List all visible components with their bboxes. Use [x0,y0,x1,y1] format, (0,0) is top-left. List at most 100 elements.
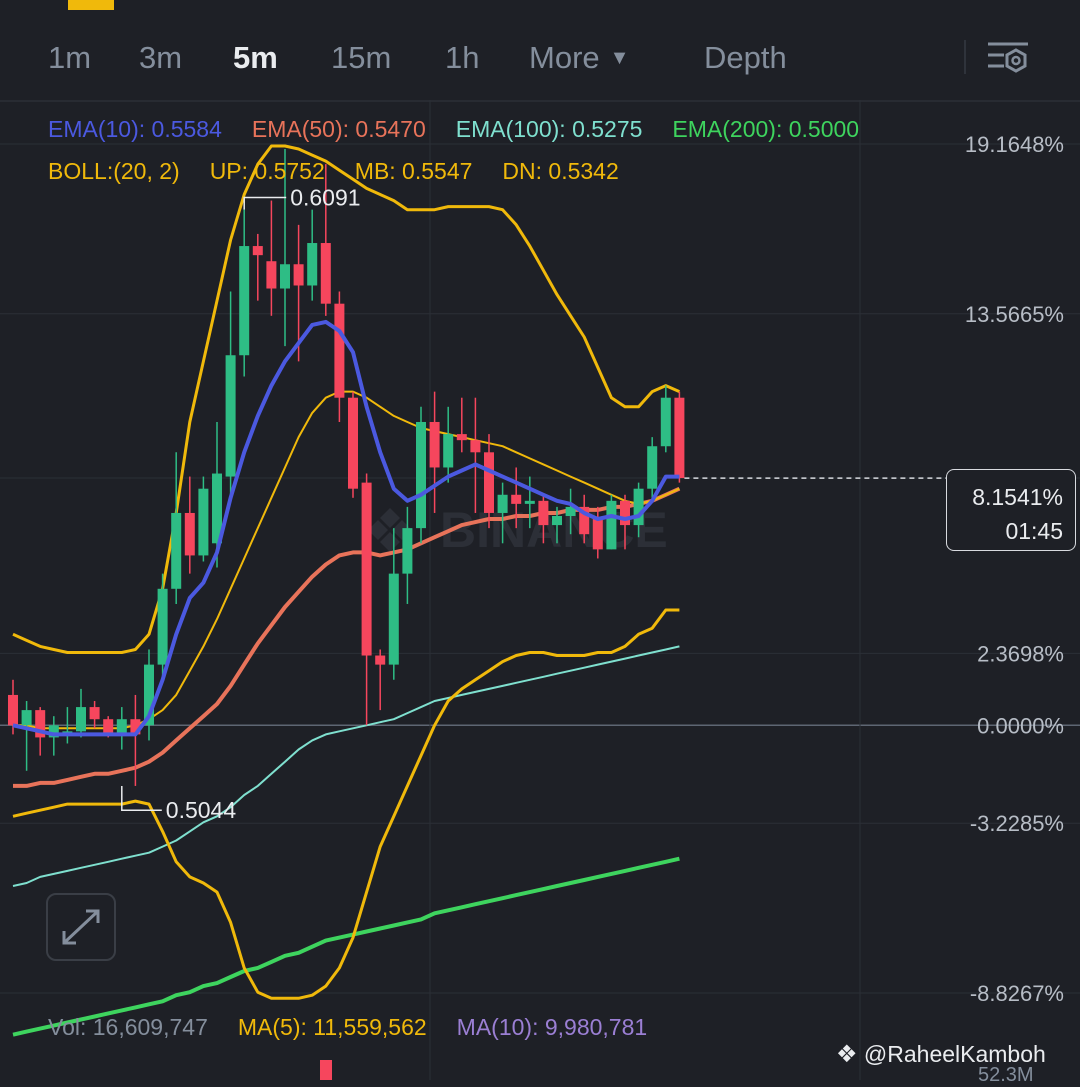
tab-5m[interactable]: 5m [233,40,278,75]
candle [89,701,100,729]
candle [402,506,413,604]
candle-body [266,261,277,289]
fullscreen-button[interactable] [46,893,116,961]
candle-body [21,710,32,726]
candle [198,476,209,562]
candle-body [456,434,467,441]
candle [21,701,32,771]
candle [225,291,236,498]
boll-up: UP: 0.5752 [209,158,325,184]
candle-body [416,421,426,529]
candle [443,406,454,483]
candle-body [8,694,18,726]
boll-upper-line [12,144,681,654]
candle [524,476,535,529]
credit-text: @RaheelKamboh [863,1041,1046,1067]
ema10-legend: EMA(10): 0.5584 [48,116,222,142]
credit-watermark: ❖ @RaheelKamboh [836,1040,1046,1069]
ema200-legend: EMA(200): 0.5000 [672,116,860,142]
candle [388,528,399,680]
volume-value: Vol: 16,609,747 [48,1014,208,1040]
volume-ma5: MA(5): 11,559,562 [237,1014,427,1040]
candle [130,694,141,786]
boll-mid: MB: 0.5547 [354,158,473,184]
candle-body [320,243,331,304]
last-price-value: 8.1541% [972,484,1063,510]
ema-legend: EMA(10): 0.5584 EMA(50): 0.5470 EMA(100): … [48,116,889,143]
candle-body [212,473,222,544]
y-axis-label: -8.8267% [970,981,1064,1006]
candle-body [402,528,413,574]
tab-15m[interactable]: 15m [331,40,392,75]
chevron-down-icon: ▼ [609,47,630,69]
candle-body [130,719,141,735]
candle-body [484,452,494,513]
candle [565,488,576,535]
candle-body [144,664,154,726]
candle [280,148,290,347]
candle-body [647,446,658,489]
candle-body [524,500,535,504]
high-marker-line [243,196,287,210]
candle-countdown: 01:45 [1005,518,1063,544]
y-axis-label: 0.0000% [977,713,1064,738]
candle-body [552,515,562,526]
candle-body [497,494,508,513]
high-low-markers: 0.6091 0.5044 [121,185,361,823]
y-axis-label: 2.3698% [977,641,1064,666]
candle-body [35,710,46,738]
ema100-legend: EMA(100): 0.5275 [455,116,643,142]
candle [76,688,86,738]
candle [307,209,318,301]
candle-body [674,397,685,479]
candle-body [116,719,127,735]
active-tab-accent [68,0,114,10]
candle-body [239,246,250,356]
candle [484,434,494,529]
y-axis-label: 13.5665% [965,302,1064,327]
candle [606,494,617,550]
y-axis-label: -3.2285% [970,811,1064,836]
candle-body [620,500,630,526]
candlesticks [8,148,685,786]
boll-dn: DN: 0.5342 [502,158,619,184]
candle [416,406,426,544]
candle [552,506,562,544]
candle [239,209,250,377]
tab-3m[interactable]: 3m [139,40,183,75]
candle-body [592,519,603,550]
candle-body [334,303,345,398]
candle [361,473,372,726]
binance-small-icon: ❖ [836,1041,858,1068]
tab-1h[interactable]: 1h [445,40,480,75]
volume-legend: Vol: 16,609,747 MA(5): 11,559,562 MA(10): … [48,1014,677,1041]
candle [8,679,18,735]
candle-body [375,655,386,665]
candle-body [307,243,318,286]
volume-axis-label: 52.3M [978,1064,1034,1086]
candle [252,233,263,301]
candle [633,482,644,538]
tab-divider [964,40,966,74]
candle-body [429,421,440,468]
candle [538,494,549,544]
candle [647,437,658,498]
candle-body [606,500,617,550]
tab-more[interactable]: More ▼ [529,40,629,76]
candle [157,573,168,680]
chart-settings-icon[interactable] [984,38,1032,78]
candle-body [443,434,454,468]
candle [348,391,358,498]
candle-body [470,440,481,453]
tab-depth[interactable]: Depth [704,40,787,75]
candle-body [660,397,671,447]
candle-body [252,246,263,256]
candle [116,707,127,750]
candle-body [579,506,590,535]
candle [212,421,222,568]
interval-tabs: 1m 3m 5m 15m 1h More ▼ Depth [0,30,1080,90]
boll-mid-line [13,390,680,730]
candle [171,452,182,604]
tab-1m[interactable]: 1m [48,40,92,75]
